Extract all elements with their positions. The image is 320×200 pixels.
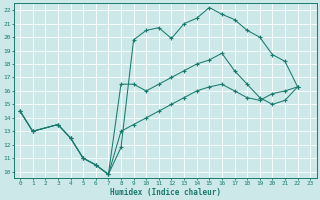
X-axis label: Humidex (Indice chaleur): Humidex (Indice chaleur) [110, 188, 220, 197]
